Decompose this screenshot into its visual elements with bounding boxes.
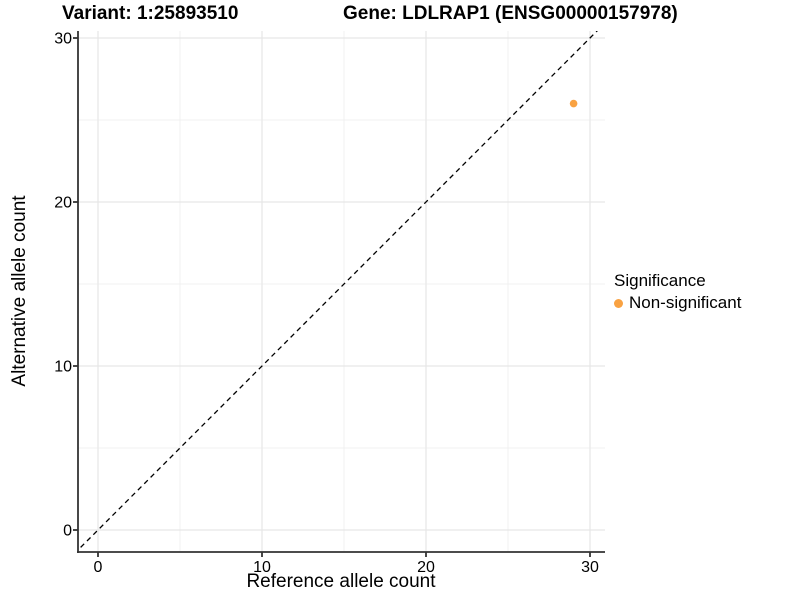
y-tick-label-10: 10 xyxy=(54,359,72,376)
y-tick-label-30: 30 xyxy=(54,31,72,48)
identity-dashed-line xyxy=(78,31,598,551)
legend-item-label: Non-significant xyxy=(629,293,742,312)
legend-point-icon xyxy=(614,298,623,308)
y-axis-title: Alternative allele count xyxy=(9,195,30,387)
y-tick-label-0: 0 xyxy=(63,523,72,540)
plot-title-variant: Variant: 1:25893510 xyxy=(62,3,239,24)
data-point-non-significant xyxy=(569,99,578,108)
x-tick-label-20: 20 xyxy=(417,559,435,576)
plot-title-gene: Gene: LDLRAP1 (ENSG00000157978) xyxy=(343,3,678,24)
x-tick-label-10: 10 xyxy=(253,559,271,576)
legend-item: Non-significant xyxy=(614,293,741,313)
x-tick-label-30: 30 xyxy=(581,559,599,576)
x-tick-label-0: 0 xyxy=(94,559,103,576)
x-axis-title: Reference allele count xyxy=(246,571,436,592)
legend-title: Significance xyxy=(614,271,706,290)
legend: Significance Non-significant xyxy=(614,271,741,313)
y-tick-label-20: 20 xyxy=(54,195,72,212)
